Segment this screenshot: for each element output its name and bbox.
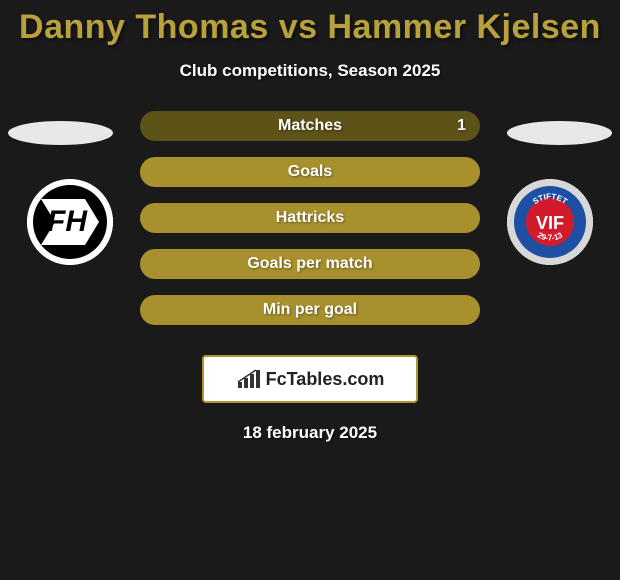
- stat-label: Goals: [288, 163, 332, 181]
- vs-text: vs: [279, 8, 318, 46]
- player2-name: Hammer Kjelsen: [327, 8, 600, 46]
- stat-row: Matches 1: [140, 111, 480, 141]
- svg-text:FH: FH: [47, 205, 88, 238]
- stat-rows: Matches 1 Goals Hattricks Goals per match Min…: [140, 111, 480, 341]
- stat-label: Min per goal: [263, 301, 357, 319]
- team-left-logo: FH: [27, 179, 113, 265]
- stat-row: Min per goal: [140, 295, 480, 325]
- page-title: Danny Thomas vs Hammer Kjelsen: [0, 0, 620, 47]
- ellipse-left: [8, 121, 113, 145]
- fh-logo-icon: FH: [27, 179, 113, 265]
- stat-label: Hattricks: [276, 209, 344, 227]
- stat-row: Hattricks: [140, 203, 480, 233]
- stats-zone: FH VIF STIFTET 29-7-13 Matches 1 Goals Hatt…: [0, 111, 620, 341]
- vif-logo-icon: VIF STIFTET 29-7-13: [507, 179, 593, 265]
- player1-name: Danny Thomas: [19, 8, 269, 46]
- subtitle: Club competitions, Season 2025: [0, 61, 620, 81]
- stat-value-right: 1: [457, 117, 466, 135]
- stat-label: Goals per match: [247, 255, 372, 273]
- date-line: 18 february 2025: [0, 423, 620, 443]
- stat-row: Goals: [140, 157, 480, 187]
- team-right-logo: VIF STIFTET 29-7-13: [507, 179, 593, 265]
- ellipse-right: [507, 121, 612, 145]
- svg-text:VIF: VIF: [536, 213, 564, 233]
- site-badge: FcTables.com: [202, 355, 418, 403]
- site-name: FcTables.com: [266, 369, 385, 390]
- stat-label: Matches: [278, 117, 342, 135]
- stat-row: Goals per match: [140, 249, 480, 279]
- chart-icon: [236, 368, 262, 390]
